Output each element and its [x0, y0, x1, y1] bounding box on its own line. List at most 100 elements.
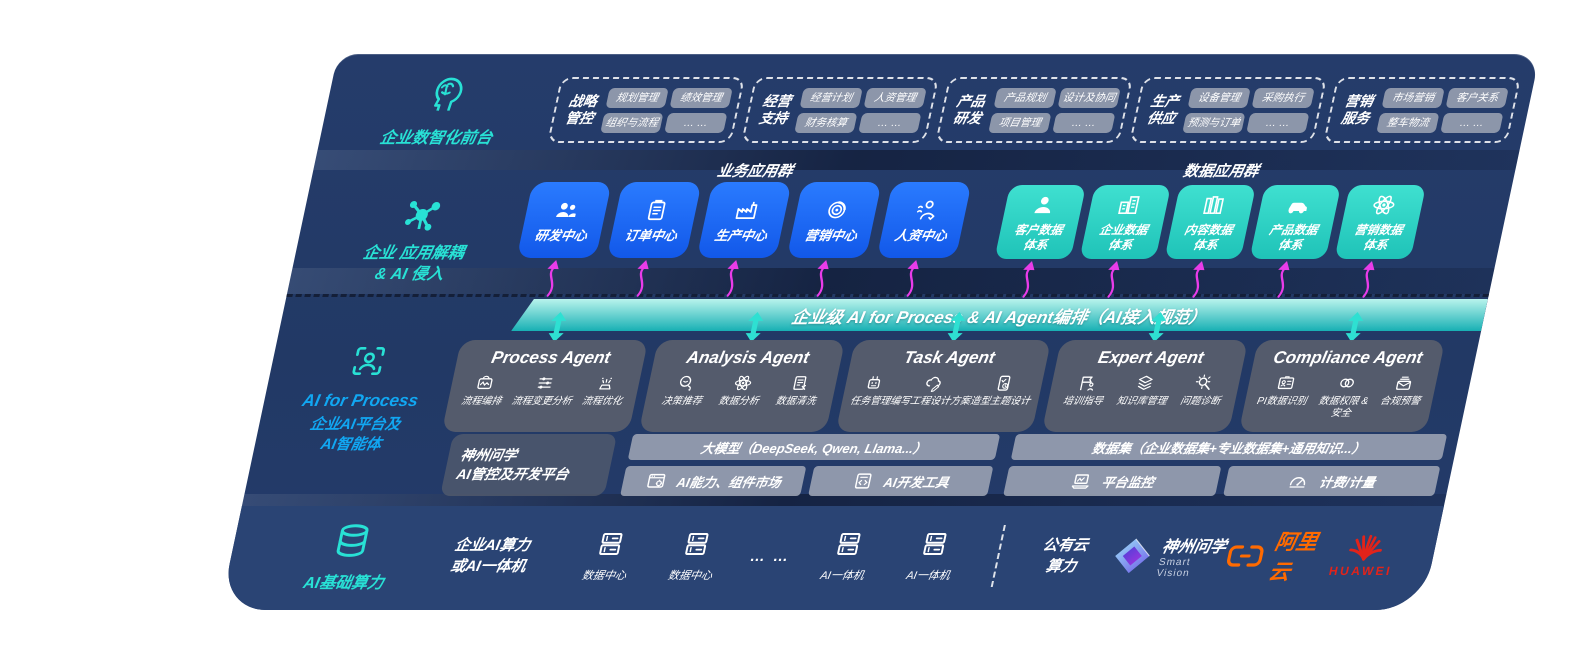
order-center-icon [641, 197, 673, 223]
dataset-column: 数据集（企业数据集+专业数据集+通用知识...） 平台监控 计费/计量 [1003, 434, 1448, 496]
metering-gauge-icon [1285, 470, 1312, 492]
data-enterprise: 企业数据体系 [1070, 185, 1172, 301]
chip: 项目管理 [988, 112, 1052, 133]
data-system-boxes: 客户数据体系 企业数据体系 内容数据体系 产品数据体系 营销数据体系 [985, 185, 1427, 301]
marketing-data-icon [1368, 192, 1400, 218]
alibaba-bracket-icon [1227, 545, 1264, 567]
group-operation: 经营 支持 经营计划 人资管理 财务核算 … … [741, 77, 940, 143]
chip: … … [858, 112, 922, 133]
chip: 产品规划 [993, 87, 1057, 108]
datacenter-node: 数据中心 [560, 529, 657, 583]
problem-diagnosis-icon [1192, 373, 1216, 393]
ellipsis-separator: … … [748, 547, 793, 565]
chip: 经营计划 [799, 87, 863, 108]
marketing-center-icon [821, 197, 853, 223]
model-bar: 大模型（DeepSeek, Qwen, Llama...） [627, 434, 1001, 460]
flow-arrow-icon [1097, 261, 1128, 301]
scan-person-icon [346, 342, 392, 380]
engineering-design-doc-icon [922, 373, 946, 393]
group-product-rd: 产品 研发 产品规划 设计及协同 项目管理 … … [935, 77, 1134, 143]
server-icon [593, 529, 629, 559]
public-cloud-label: 公有云 算力 [1041, 537, 1090, 575]
platform-monitor-cell: 平台监控 [1003, 466, 1221, 496]
pi-data-detect-icon [1274, 373, 1298, 393]
flow-arrow-icon [626, 260, 657, 300]
infra-label: AI基础算力 [276, 520, 424, 593]
compliance-alert-icon [1392, 373, 1416, 393]
sync-arrow-icon [742, 312, 767, 342]
front-groups: 战略 管控 规划管理 绩效管理 组织与流程 … … 经营 支持 经营计划 人资管理 … [547, 77, 1522, 143]
analysis-agent: Analysis Agent 决策推荐 数据分析 数据清洗 [638, 312, 852, 432]
app-layer-label: 企业 应用解耦 & AI 侵入 [317, 194, 517, 286]
agent-layer-label: AI for Process 企业AI平台及 AI智能体 [263, 342, 459, 456]
decouple-molecule-icon [396, 194, 447, 236]
brain-head-icon [420, 73, 471, 115]
chip: 预测与订单 [1182, 112, 1246, 133]
diagram-panel: 企业数智化前台 战略 管控 规划管理 绩效管理 组织与流程 … … 经营 支持 经营… [219, 54, 1540, 610]
group-production-supply: 生产 供应 设备管理 采购执行 预测与订单 … … [1129, 77, 1328, 143]
training-guide-icon [1075, 373, 1099, 393]
server-icon [831, 529, 867, 559]
compliance-agent: Compliance Agent PI数据识别 数据权限 & 安全 合规预警 [1238, 312, 1452, 432]
front-layer-label: 企业数智化前台 [336, 73, 548, 148]
group-strategy: 战略 管控 规划管理 绩效管理 组织与流程 … … [547, 77, 746, 143]
platform-monitor-icon [1068, 470, 1095, 492]
data-app-group-header: 数据应用群 [1181, 163, 1261, 180]
knowledge-base-icon [1133, 373, 1157, 393]
chip: 设计及协同 [1057, 87, 1121, 108]
dashed-divider [990, 525, 1006, 587]
process-change-analysis-icon [533, 373, 557, 393]
data-marketing: 营销数据体系 [1325, 185, 1427, 301]
dev-tools-icon [850, 470, 877, 492]
business-app-group-header: 业务应用群 [715, 163, 795, 180]
flow-arrow-icon [716, 260, 747, 300]
flow-arrow-icon [1352, 261, 1383, 301]
styling-theme-design-icon [992, 373, 1016, 393]
sync-arrow-icon [943, 312, 968, 342]
data-analysis-icon [730, 373, 754, 393]
front-layer-title: 企业数智化前台 [378, 129, 494, 147]
flow-arrow-icon [1182, 261, 1213, 301]
chip: 整车物流 [1376, 112, 1440, 133]
sync-arrow-icon [1342, 312, 1367, 342]
task-agent: Task Agent 任务管理 编写工程设计方案 造型主题设计 [835, 312, 1058, 432]
chip: … … [1246, 112, 1310, 133]
infra-layer-row: AI基础算力 企业AI算力 或AI一体机 数据中心 数据中心 … … AI一体机 … [219, 506, 1444, 610]
chip: … … [664, 112, 728, 133]
group-marketing-service: 营销 服务 市场营销 客户关系 整车物流 … … [1323, 77, 1522, 143]
content-data-icon [1198, 192, 1230, 218]
flow-arrow-icon [536, 260, 567, 300]
ai-component-market-cell: AI能力、组件市场 [620, 466, 806, 496]
task-manage-icon [862, 373, 886, 393]
chip: 采购执行 [1251, 87, 1315, 108]
flow-arrow-icon [806, 260, 837, 300]
ai-appliance-node: AI一体机 [798, 529, 895, 583]
vendor-logos: 神州问学 Smart Vision 阿里云 [1099, 526, 1410, 586]
sync-arrow-icon [1145, 312, 1170, 342]
data-product: 产品数据体系 [1240, 185, 1342, 301]
app-rnd-center: 研发中心 [508, 182, 612, 300]
chip: … … [1052, 112, 1116, 133]
sync-arrow-icon [545, 312, 570, 342]
chip: 设备管理 [1187, 87, 1251, 108]
decision-recommend-icon [673, 373, 697, 393]
chip: 市场营销 [1381, 87, 1445, 108]
ai-appliance-node: AI一体机 [884, 529, 981, 583]
ai-dev-tools-cell: AI开发工具 [807, 466, 994, 496]
smart-vision-diamond-icon [1115, 538, 1150, 574]
data-customer: 客户数据体系 [985, 185, 1087, 301]
chip: 人资管理 [863, 87, 927, 108]
server-icon [917, 529, 953, 559]
app-hr-center: 人资中心 [868, 182, 972, 300]
process-agent: Process Agent 流程编排 流程变更分析 流程优化 [441, 312, 655, 432]
metering-billing-cell: 计费/计量 [1222, 466, 1441, 496]
data-clean-icon [787, 373, 811, 393]
model-column: 大模型（DeepSeek, Qwen, Llama...） AI能力、组件市场 … [620, 434, 1001, 496]
flow-arrow-icon [896, 260, 927, 300]
chip: … … [1440, 112, 1504, 133]
platform-row: 神州问学 AI管控及开发平台 大模型（DeepSeek, Qwen, Llama… [440, 434, 1448, 496]
chip: 组织与流程 [600, 112, 664, 133]
chip: 客户关系 [1445, 87, 1509, 108]
app-layer-row: 企业 应用解耦 & AI 侵入 业务应用群 数据应用群 研发中心 订单中心 生产中… [284, 158, 1518, 310]
